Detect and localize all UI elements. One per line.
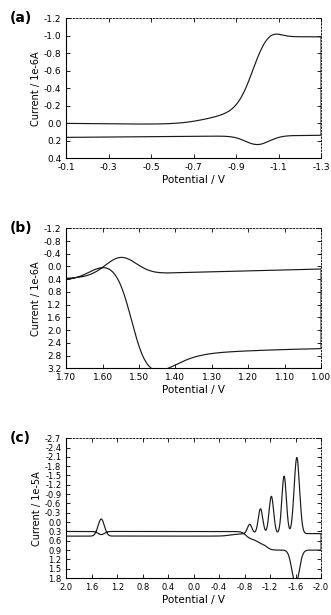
Text: (c): (c) xyxy=(10,431,31,445)
Y-axis label: Current / 1e-6A: Current / 1e-6A xyxy=(31,261,41,336)
X-axis label: Potential / V: Potential / V xyxy=(162,595,225,605)
X-axis label: Potential / V: Potential / V xyxy=(162,385,225,395)
Text: (b): (b) xyxy=(10,221,33,236)
Y-axis label: Current / 1e-6A: Current / 1e-6A xyxy=(31,51,41,125)
X-axis label: Potential / V: Potential / V xyxy=(162,175,225,185)
Y-axis label: Current / 1e-5A: Current / 1e-5A xyxy=(32,470,42,546)
Text: (a): (a) xyxy=(10,12,32,25)
